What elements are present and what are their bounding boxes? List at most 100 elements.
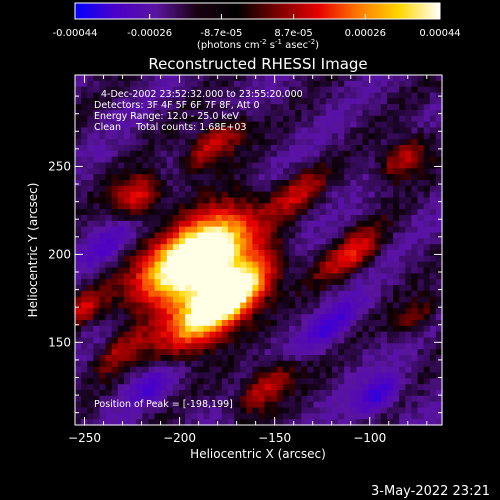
heatmap-cell [429, 279, 437, 286]
heatmap-cell [258, 401, 266, 409]
heatmap-cell [362, 355, 370, 362]
heatmap-cell [276, 185, 284, 193]
heatmap-cell [264, 401, 272, 409]
heatmap-cell [374, 244, 382, 251]
heatmap-cell [172, 267, 180, 274]
heatmap-cell [380, 250, 388, 257]
heatmap-cell [240, 220, 247, 228]
heatmap-cell [417, 267, 425, 274]
heatmap-cell [136, 162, 143, 169]
heatmap-cell [258, 127, 266, 134]
heatmap-cell [246, 115, 253, 123]
heatmap-cell [93, 419, 101, 426]
heatmap-cell [185, 302, 192, 309]
heatmap-cell [166, 384, 174, 391]
heatmap-cell [435, 226, 443, 234]
heatmap-cell [123, 180, 131, 187]
heatmap-cell [423, 115, 431, 123]
heatmap-cell [368, 127, 376, 134]
heatmap-cell [87, 203, 94, 210]
heatmap-cell [203, 314, 211, 321]
heatmap-cell [221, 337, 229, 344]
heatmap-cell [154, 395, 162, 403]
heatmap-cell [185, 162, 192, 169]
heatmap-cell [423, 343, 431, 350]
heatmap-cell [411, 185, 419, 193]
heatmap-cell [221, 209, 229, 216]
heatmap-cell [197, 115, 205, 123]
heatmap-cell [362, 366, 370, 374]
heatmap-cell [350, 209, 357, 216]
heatmap-cell [368, 401, 376, 409]
heatmap-cell [295, 273, 302, 280]
heatmap-cell [148, 349, 156, 356]
heatmap-cell [234, 226, 241, 234]
heatmap-cell [417, 290, 425, 298]
heatmap-cell [160, 250, 168, 257]
heatmap-cell [258, 156, 266, 164]
heatmap-cell [405, 215, 413, 222]
heatmap-cell [209, 279, 217, 286]
heatmap-cell [331, 366, 339, 374]
heatmap-cell [99, 127, 107, 134]
heatmap-cell [289, 261, 296, 269]
heatmap-cell [117, 325, 125, 333]
heatmap-cell [191, 180, 198, 187]
heatmap-cell [227, 314, 235, 321]
heatmap-cell [295, 395, 302, 403]
heatmap-cell [234, 331, 241, 339]
heatmap-cell [429, 244, 437, 251]
heatmap-cell [435, 320, 443, 327]
heatmap-cell [325, 174, 333, 181]
heatmap-cell [282, 156, 290, 164]
heatmap-cell [368, 238, 376, 245]
heatmap-cell [215, 238, 223, 245]
heatmap-cell [172, 372, 180, 379]
heatmap-cell [209, 325, 217, 333]
heatmap-cell [350, 145, 357, 152]
heatmap-cell [344, 349, 351, 356]
heatmap-cell [417, 133, 425, 140]
heatmap-cell [258, 139, 266, 146]
heatmap-cell [368, 395, 376, 403]
heatmap-cell [227, 156, 235, 164]
heatmap-cell [197, 133, 205, 140]
heatmap-cell [117, 296, 125, 304]
heatmap-cell [105, 360, 113, 368]
heatmap-cell [166, 279, 174, 286]
heatmap-cell [405, 279, 413, 286]
heatmap-cell [252, 413, 260, 420]
heatmap-cell [81, 261, 88, 269]
heatmap-cell [148, 413, 156, 420]
heatmap-cell [380, 133, 388, 140]
heatmap-cell [203, 273, 211, 280]
heatmap-cell [313, 372, 321, 379]
heatmap-cell [99, 139, 107, 146]
heatmap-cell [117, 220, 125, 228]
heatmap-cell [81, 407, 88, 414]
heatmap-cell [166, 232, 174, 239]
heatmap-cell [172, 92, 180, 99]
heatmap-cell [423, 255, 431, 263]
heatmap-cell [148, 220, 156, 228]
heatmap-cell [172, 395, 180, 403]
heatmap-cell [325, 226, 333, 234]
heatmap-cell [136, 419, 143, 426]
heatmap-cell [221, 92, 229, 99]
heatmap-cell [325, 314, 333, 321]
heatmap-cell [75, 98, 82, 105]
heatmap-cell [93, 98, 101, 105]
heatmap-cell [264, 314, 272, 321]
heatmap-cell [227, 419, 235, 426]
heatmap-cell [123, 215, 131, 222]
heatmap-cell [191, 232, 198, 239]
heatmap-cell [105, 98, 113, 105]
heatmap-cell [319, 162, 327, 169]
heatmap-cell [221, 250, 229, 257]
heatmap-cell [160, 203, 168, 210]
heatmap-cell [130, 325, 137, 333]
heatmap-cell [344, 395, 351, 403]
heatmap-cell [99, 314, 107, 321]
heatmap-cell [172, 127, 180, 134]
heatmap-cell [215, 290, 223, 298]
